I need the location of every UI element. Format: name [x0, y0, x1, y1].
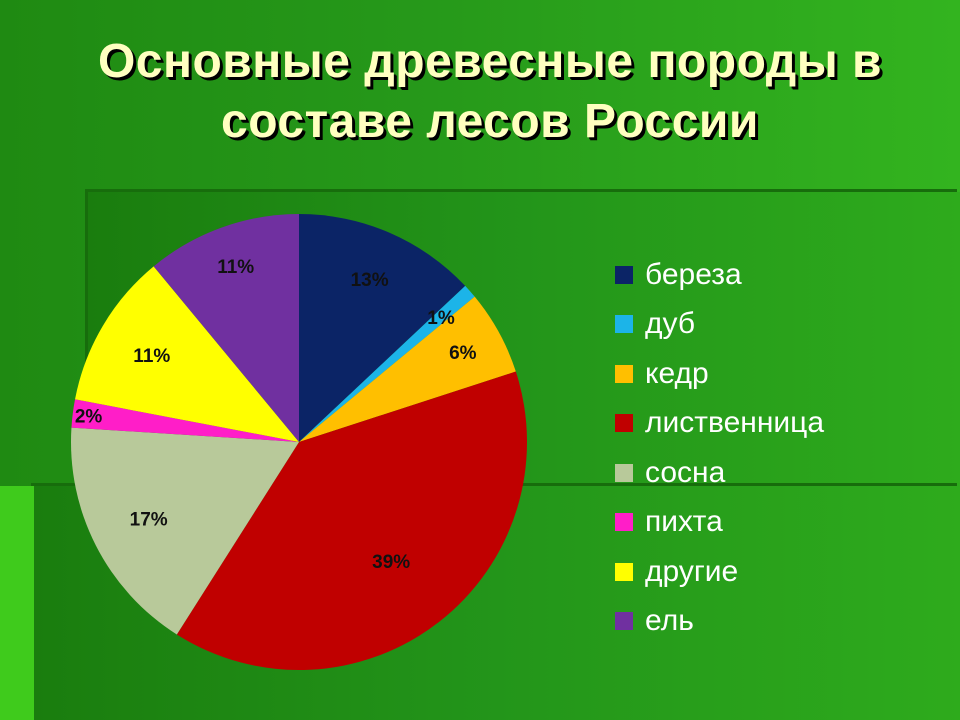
pie-slice-4	[176, 371, 528, 671]
legend-item-6: пихта	[615, 498, 824, 548]
legend-swatch	[615, 414, 633, 433]
pie-label-6: 2%	[75, 406, 103, 427]
chart-legend: береза дуб кедр лиственница сосна пихта другие…	[615, 250, 824, 646]
legend-item-5: сосна	[615, 448, 824, 498]
legend-label: ель	[645, 604, 694, 638]
pie-label-2: 1%	[427, 308, 455, 329]
pie-label-8: 11%	[217, 257, 254, 278]
pie-label-3: 6%	[449, 343, 477, 364]
pie-slice-6	[71, 399, 299, 442]
legend-item-4: лиственница	[615, 399, 824, 449]
pie-labels: 13% 1% 6% 39% 17% 2% 11% 11%	[75, 257, 477, 573]
pie-slice-7	[75, 266, 299, 442]
pie-slices	[70, 214, 528, 671]
legend-swatch	[615, 562, 633, 581]
legend-label: другие	[645, 554, 739, 588]
pie-slice-5	[70, 427, 299, 635]
legend-item-7: другие	[615, 547, 824, 597]
legend-item-2: дуб	[615, 300, 824, 350]
legend-label: лиственница	[645, 406, 825, 440]
legend-label: кедр	[645, 356, 709, 390]
legend-swatch	[615, 315, 633, 334]
pie-slice-8	[153, 214, 299, 442]
pie-label-5: 17%	[130, 510, 168, 531]
legend-label: береза	[645, 257, 742, 291]
legend-swatch	[615, 612, 633, 631]
legend-swatch	[615, 513, 633, 532]
pie-slice-1	[299, 214, 466, 442]
pie-label-7: 11%	[133, 346, 170, 367]
slide-title: Основные древесные породы в составе лесо…	[97, 35, 883, 148]
legend-swatch	[615, 364, 633, 383]
pie-label-1: 13%	[351, 270, 389, 291]
legend-label: дуб	[645, 307, 696, 341]
legend-label: сосна	[645, 455, 726, 489]
pie-slice-3	[299, 296, 516, 442]
legend-item-3: кедр	[615, 349, 824, 399]
pie-label-4: 39%	[372, 552, 410, 573]
legend-label: пихта	[645, 505, 723, 539]
legend-item-1: береза	[615, 250, 824, 300]
legend-swatch	[615, 265, 633, 284]
pie-slice-2	[299, 285, 475, 442]
legend-swatch	[615, 463, 633, 482]
background-left-strip	[0, 486, 34, 720]
legend-item-8: ель	[615, 597, 824, 647]
